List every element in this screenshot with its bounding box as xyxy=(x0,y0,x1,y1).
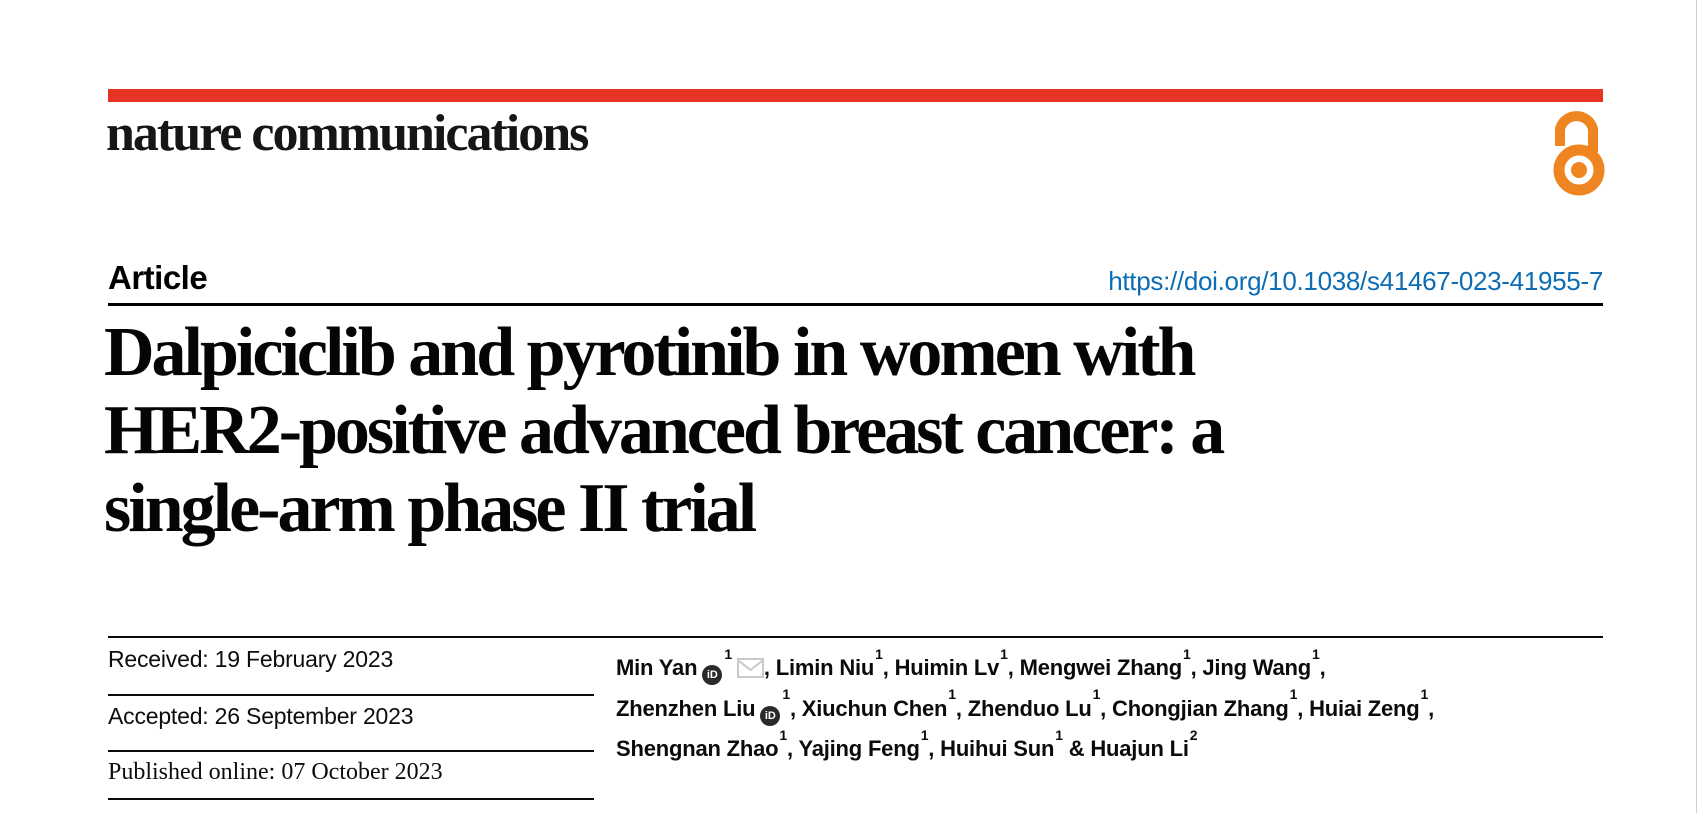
author-name: Min Yan xyxy=(616,655,698,681)
author-name: Zhenduo Lu xyxy=(967,695,1092,721)
author-zhenduo-lu: Zhenduo Lu1, xyxy=(967,686,1112,721)
author-yajing-feng: Yajing Feng1, xyxy=(798,727,941,761)
author-name: Jing Wang xyxy=(1202,655,1311,681)
author-shengnan-zhao: Shengnan Zhao1, xyxy=(616,727,799,761)
author-name: Huiai Zeng xyxy=(1309,695,1420,721)
author-name: Mengwei Zhang xyxy=(1019,655,1183,681)
author-jing-wang: Jing Wang1, xyxy=(1202,646,1326,681)
divider-dates-3 xyxy=(108,798,594,800)
author-separator: , xyxy=(1100,695,1112,721)
accepted-date: Accepted: 26 September 2023 xyxy=(108,703,414,729)
affiliation-sup: 1 xyxy=(875,646,883,662)
article-title: Dalpiciclib and pyrotinib in women with … xyxy=(104,314,1534,548)
author-separator: , xyxy=(789,695,802,721)
received-date: Received: 19 February 2023 xyxy=(108,646,394,672)
author-separator: , xyxy=(928,735,941,761)
author-separator: , xyxy=(1007,655,1020,681)
author-separator: , xyxy=(763,655,776,681)
author-separator: , xyxy=(882,655,895,681)
author-name: Zhenzhen Liu xyxy=(616,695,756,721)
affiliation-sup: 1 xyxy=(1182,646,1191,662)
author-name: Huihui Sun xyxy=(940,735,1055,761)
affiliation-sup: 1 xyxy=(1000,646,1008,662)
author-separator: , xyxy=(1319,655,1326,681)
orcid-icon[interactable]: iD xyxy=(702,665,723,686)
author-separator: , xyxy=(787,735,799,761)
title-line-2: HER2-positive advanced breast cancer: a xyxy=(104,392,1225,469)
author-separator: , xyxy=(955,695,968,721)
author-name: Yajing Feng xyxy=(798,735,920,761)
doi-link[interactable]: https://doi.org/10.1038/s41467-023-41955… xyxy=(1108,266,1603,296)
author-huajun-li: Huajun Li2 xyxy=(1090,727,1197,761)
title-line-1: Dalpiciclib and pyrotinib in women with xyxy=(104,314,1196,391)
open-access-icon xyxy=(1552,107,1606,197)
author-separator: & xyxy=(1062,735,1091,761)
email-icon[interactable] xyxy=(736,658,764,679)
author-min-yan: Min Yan iD1, xyxy=(616,646,776,686)
author-huihui-sun: Huihui Sun1 & xyxy=(940,727,1091,761)
affiliation-sup: 1 xyxy=(1055,726,1063,743)
author-chongjian-zhang: Chongjian Zhang1, xyxy=(1112,686,1310,721)
divider-under-header xyxy=(108,303,1603,306)
page-right-edge xyxy=(1696,0,1697,813)
affiliation-sup: 1 xyxy=(1420,686,1429,703)
author-separator: , xyxy=(1297,695,1310,721)
author-name: Chongjian Zhang xyxy=(1112,695,1289,721)
affiliation-sup: 1 xyxy=(920,726,929,743)
affiliation-sup: 1 xyxy=(1092,686,1101,703)
author-name: Huimin Lv xyxy=(894,655,1000,681)
orcid-icon[interactable]: iD xyxy=(760,705,781,726)
published-date: Published online: 07 October 2023 xyxy=(108,759,443,785)
author-list: Min Yan iD1, Limin Niu1, Huimin Lv1, Meng… xyxy=(616,645,1516,766)
author-name: Shengnan Zhao xyxy=(616,735,779,761)
article-type-label: Article xyxy=(108,259,208,296)
affiliation-sup: 1 xyxy=(948,686,956,703)
author-limin-niu: Limin Niu1, xyxy=(775,646,895,681)
masthead-red-bar xyxy=(108,89,1603,102)
author-zhenzhen-liu: Zhenzhen Liu iD1, xyxy=(616,686,802,726)
affiliation-sup: 1 xyxy=(782,686,790,703)
author-name: Xiuchun Chen xyxy=(801,695,948,721)
author-line-1: Min Yan iD1, Limin Niu1, Huimin Lv1, Meng… xyxy=(616,645,1516,686)
divider-dates-1 xyxy=(108,694,594,696)
author-name: Limin Niu xyxy=(775,655,875,681)
affiliation-sup: 1 xyxy=(1289,686,1298,703)
author-huimin-lv: Huimin Lv1, xyxy=(894,646,1020,681)
author-separator: , xyxy=(1428,695,1435,721)
author-line-2: Zhenzhen Liu iD1, Xiuchun Chen1, Zhenduo … xyxy=(616,685,1516,726)
affiliation-sup: 1 xyxy=(779,726,787,743)
author-xiuchun-chen: Xiuchun Chen1, xyxy=(801,686,968,721)
title-line-3: single-arm phase II trial xyxy=(104,470,757,547)
author-name: Huajun Li xyxy=(1090,735,1189,761)
affiliation-sup: 1 xyxy=(724,646,732,662)
author-mengwei-zhang: Mengwei Zhang1, xyxy=(1019,646,1203,681)
divider-above-metadata xyxy=(108,636,1603,638)
author-separator: , xyxy=(1190,655,1203,681)
author-line-3: Shengnan Zhao1, Yajing Feng1, Huihui Sun… xyxy=(616,726,1516,766)
divider-dates-2 xyxy=(108,750,594,752)
author-huiai-zeng: Huiai Zeng1, xyxy=(1309,686,1435,721)
affiliation-sup: 2 xyxy=(1189,726,1198,743)
journal-logo: nature communications xyxy=(106,105,589,162)
affiliation-sup: 1 xyxy=(1312,646,1320,662)
